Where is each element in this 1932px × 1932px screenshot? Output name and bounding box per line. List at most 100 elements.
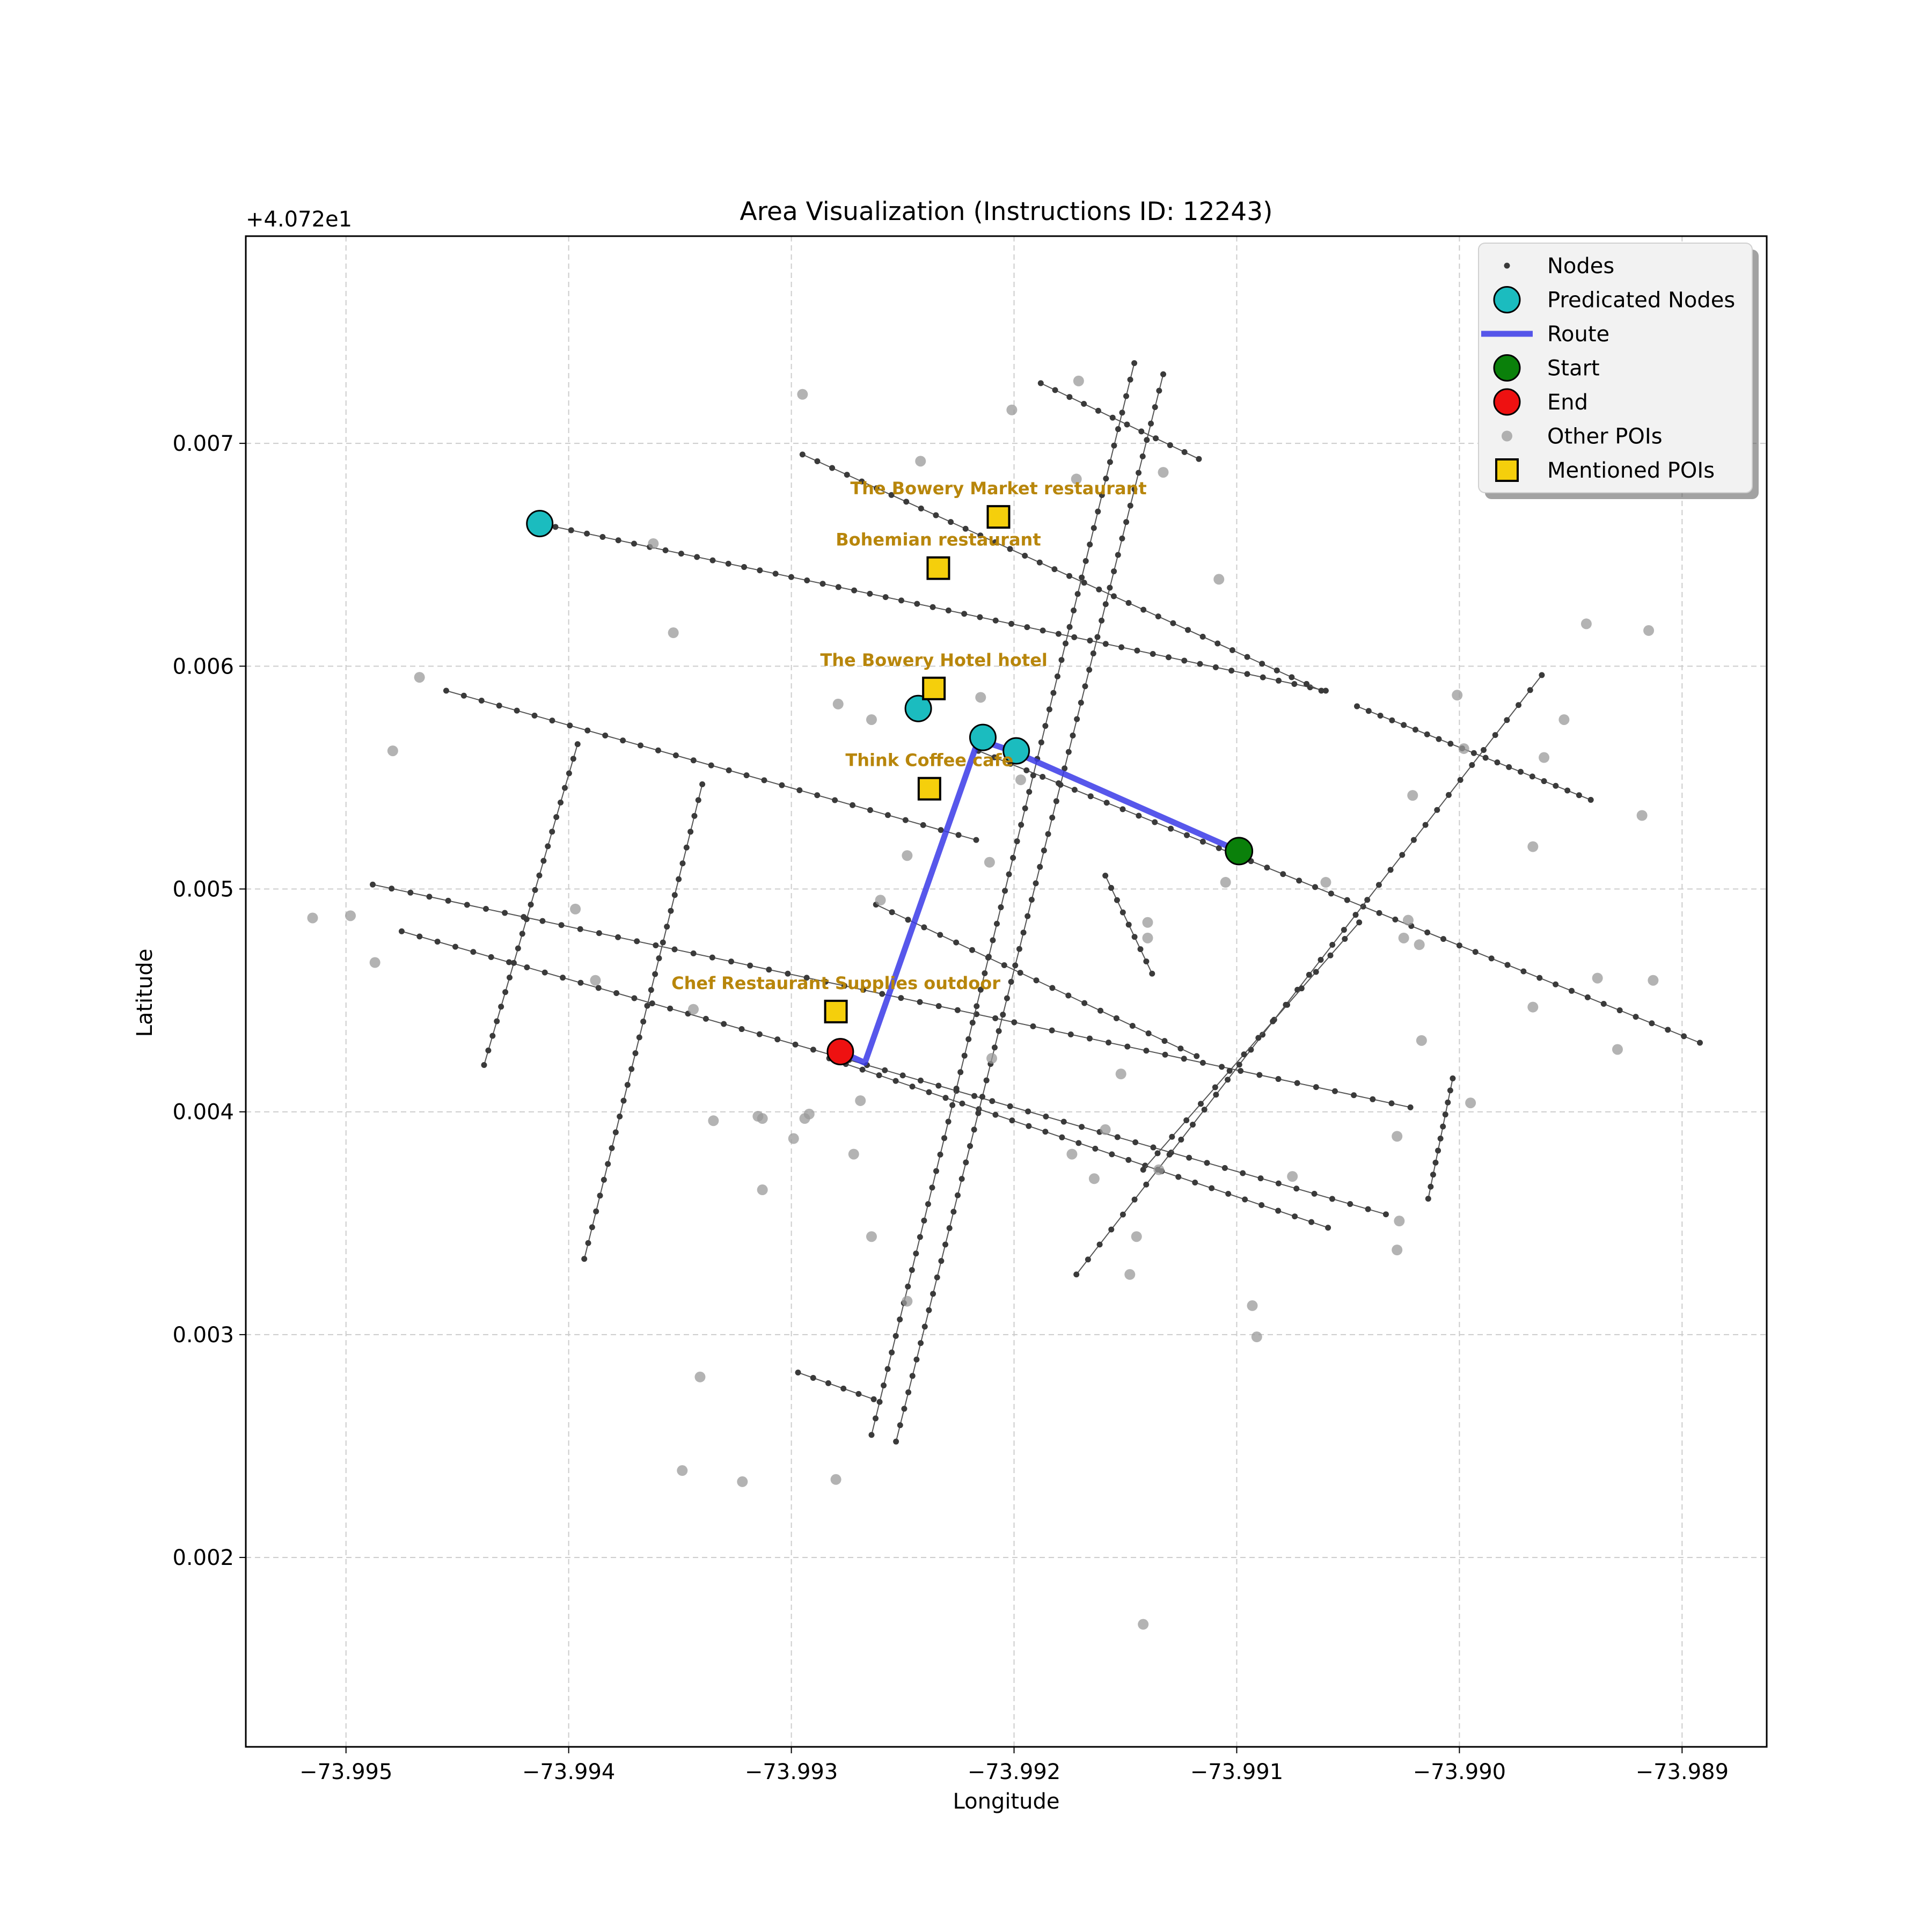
node bbox=[1067, 1031, 1074, 1038]
node bbox=[990, 937, 996, 943]
node bbox=[1143, 1048, 1150, 1054]
node bbox=[560, 975, 566, 981]
other-poi bbox=[1142, 932, 1153, 943]
node bbox=[1186, 1154, 1192, 1161]
node bbox=[905, 1389, 912, 1395]
node bbox=[1150, 1144, 1157, 1151]
node bbox=[953, 939, 960, 946]
y-tick-label: 0.007 bbox=[172, 431, 234, 456]
node bbox=[937, 932, 943, 938]
node bbox=[934, 1274, 940, 1280]
node bbox=[914, 601, 920, 607]
other-poi bbox=[1458, 743, 1469, 754]
node bbox=[1065, 992, 1072, 999]
node bbox=[1185, 627, 1191, 633]
node bbox=[1351, 1092, 1357, 1099]
node bbox=[1665, 1027, 1671, 1033]
node bbox=[668, 908, 674, 914]
mentioned-poi-label: The Bowery Hotel hotel bbox=[820, 650, 1047, 670]
node bbox=[899, 1072, 906, 1079]
node bbox=[1401, 722, 1407, 728]
node bbox=[1086, 1035, 1093, 1042]
legend: Nodes Predicated Nodes Route Start End Other … bbox=[1478, 243, 1759, 499]
node bbox=[481, 1062, 487, 1069]
node bbox=[1010, 854, 1016, 861]
x-axis-label: Longitude bbox=[953, 1789, 1060, 1814]
node bbox=[967, 1143, 973, 1149]
node bbox=[507, 974, 513, 980]
node bbox=[1115, 426, 1121, 433]
node bbox=[1175, 1174, 1182, 1180]
node bbox=[1008, 620, 1015, 627]
node bbox=[1051, 566, 1058, 573]
node bbox=[553, 814, 560, 821]
node bbox=[1226, 1067, 1233, 1074]
node bbox=[921, 1323, 928, 1330]
node bbox=[955, 1192, 961, 1198]
node bbox=[1440, 1123, 1446, 1130]
other-poi bbox=[1213, 574, 1225, 585]
node bbox=[496, 702, 502, 709]
legend-end-icon bbox=[1493, 388, 1521, 416]
node bbox=[785, 970, 791, 977]
node bbox=[1017, 970, 1023, 976]
node bbox=[1132, 1139, 1139, 1145]
node bbox=[1102, 641, 1109, 647]
legend-label: Nodes bbox=[1547, 254, 1614, 279]
node bbox=[1165, 654, 1172, 661]
node bbox=[1312, 884, 1319, 890]
mentioned-poi bbox=[824, 999, 848, 1023]
node bbox=[631, 995, 638, 1001]
node bbox=[1260, 674, 1266, 680]
node bbox=[1212, 1084, 1218, 1091]
node bbox=[1082, 683, 1088, 690]
node bbox=[617, 1113, 623, 1119]
other-poi bbox=[1527, 1001, 1539, 1013]
node bbox=[581, 1256, 588, 1262]
node bbox=[1025, 1108, 1031, 1115]
node bbox=[1276, 677, 1282, 684]
other-poi bbox=[1088, 1173, 1100, 1184]
other-poi bbox=[1100, 1124, 1111, 1135]
other-poi bbox=[1539, 752, 1550, 763]
legend-item: Mentioned POIs bbox=[1495, 458, 1715, 483]
x-tick-label: −73.995 bbox=[299, 1760, 392, 1784]
node bbox=[1095, 508, 1101, 515]
node bbox=[1192, 1179, 1198, 1185]
node bbox=[1096, 1241, 1103, 1248]
node bbox=[921, 1217, 927, 1224]
node bbox=[913, 1356, 920, 1363]
node bbox=[1143, 1181, 1150, 1188]
node bbox=[558, 799, 564, 806]
node bbox=[566, 770, 572, 777]
node bbox=[859, 1066, 866, 1073]
node bbox=[1527, 687, 1533, 693]
node bbox=[1214, 640, 1221, 647]
node bbox=[601, 1176, 607, 1183]
other-poi bbox=[1124, 1269, 1136, 1280]
node bbox=[977, 532, 984, 539]
mentioned-poi bbox=[917, 777, 941, 801]
node bbox=[1097, 1007, 1104, 1014]
node bbox=[389, 885, 395, 892]
node bbox=[1516, 702, 1522, 708]
node bbox=[1168, 825, 1174, 832]
node bbox=[1113, 1015, 1119, 1021]
node bbox=[1564, 787, 1571, 794]
node bbox=[1412, 727, 1418, 733]
node bbox=[407, 889, 414, 896]
node bbox=[1364, 897, 1371, 903]
node bbox=[1318, 956, 1324, 963]
legend-node-icon bbox=[1504, 262, 1510, 269]
node bbox=[1494, 759, 1501, 766]
node bbox=[814, 792, 821, 799]
node bbox=[602, 732, 609, 738]
node bbox=[1329, 942, 1336, 948]
node bbox=[1347, 1201, 1353, 1208]
node bbox=[1424, 930, 1431, 936]
node bbox=[1504, 962, 1511, 968]
node bbox=[1294, 1080, 1300, 1086]
node bbox=[937, 1151, 943, 1158]
node bbox=[1139, 453, 1146, 459]
node bbox=[1229, 647, 1235, 654]
